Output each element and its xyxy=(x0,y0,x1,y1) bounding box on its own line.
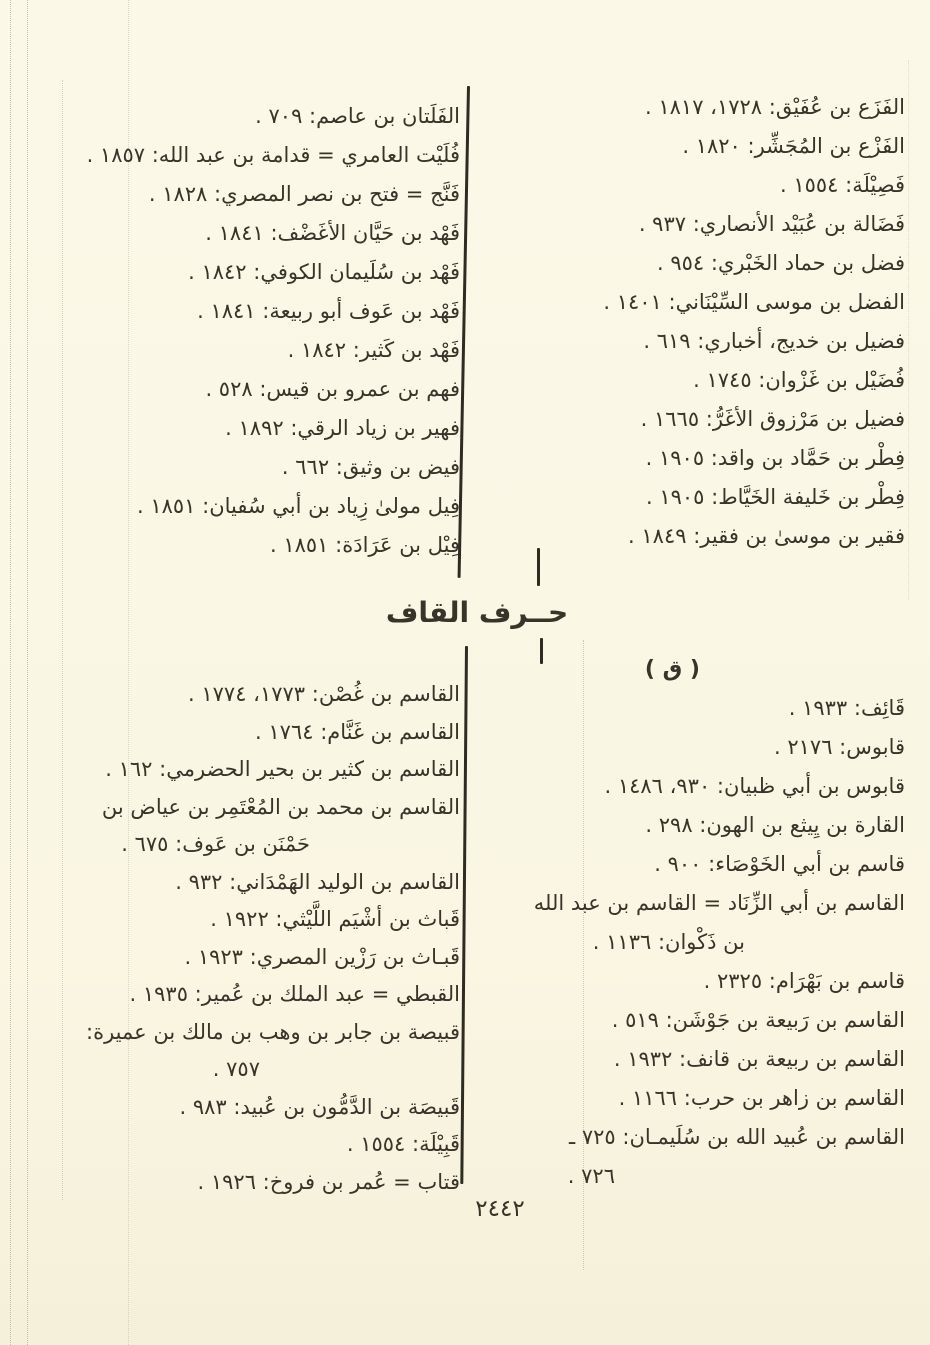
index-entry: فهير بن زياد الرقي: ١٨٩٢ . xyxy=(225,416,460,440)
qaf-section-left-column: القاسم بن غُصْن: ١٧٧٣، ١٧٧٤ . القاسم بن غ… xyxy=(8,676,460,1201)
index-entry: فَصِيْلَة: ١٥٥٤ . xyxy=(779,173,905,197)
index-entry: فِيل مولىٰ زِياد بن أبي سُفيان: ١٨٥١ . xyxy=(136,494,460,518)
index-entry: فَهْد بن حَيَّان الأغَضْف: ١٨٤١ . xyxy=(205,221,460,245)
chapter-heading-qaf: حــرف القاف xyxy=(385,596,569,629)
index-entry: القاسم بن عُبيد الله بن سُلَيمـان: ٧٢٥ ـ xyxy=(569,1125,905,1149)
index-entry: القاسم بن زاهر بن حرب: ١١٦٦ . xyxy=(618,1086,905,1110)
index-entry: فَهْد بن عَوف أبو ربيعة: ١٨٤١ . xyxy=(197,299,460,323)
index-entry: الفَزَع بن عُفَيْق: ١٧٢٨، ١٨١٧ . xyxy=(645,95,905,119)
index-entry: ٧٢٦ . xyxy=(567,1164,615,1188)
index-entry: الفَزْع بن المُجَشِّر: ١٨٢٠ . xyxy=(682,134,905,158)
index-entry: قتاب = عُمر بن فروخ: ١٩٢٦ . xyxy=(197,1169,461,1194)
page-number: ٢٤٤٢ xyxy=(475,1196,525,1222)
qaf-right-entries: قَائِف: ١٩٣٣ . قابوس: ٢١٧٦ . قابوس بن أبي … xyxy=(490,689,905,1196)
index-entry: فيض بن وثيق: ٦٦٢ . xyxy=(281,455,460,479)
index-entry: قَبـاث بن رَزْين المصري: ١٩٢٣ . xyxy=(184,944,460,969)
index-entry: فُضَيْل بن غَزْوان: ١٧٤٥ . xyxy=(693,368,905,392)
index-entry: قَبيصَة بن الدَّمُّون بن عُبيد: ٩٨٣ . xyxy=(179,1094,461,1119)
divider-tick-below-heading xyxy=(540,638,543,664)
index-entry: ٧٥٧ . xyxy=(212,1057,260,1081)
index-entry: فهم بن عمرو بن قيس: ٥٢٨ . xyxy=(205,377,460,401)
index-entry: قَائِف: ١٩٣٣ . xyxy=(788,696,905,720)
index-entry: قابوس بن أبي ظبيان: ٩٣٠، ١٤٨٦ . xyxy=(604,774,905,798)
index-entry: قابوس: ٢١٧٦ . xyxy=(774,735,905,759)
index-entry: القبطي = عبد الملك بن عُمير: ١٩٣٥ . xyxy=(129,982,460,1006)
index-entry: فَهْد بن سُلَيمان الكوفي: ١٨٤٢ . xyxy=(188,260,460,284)
index-entry: القاسم بن غَنَّام: ١٧٦٤ . xyxy=(255,719,460,744)
index-entry: قاسم بن بَهْرَام: ٢٣٢٥ . xyxy=(703,969,905,993)
fa-section-left-column: الفَلَتان بن عاصم: ٧٠٩ . فُلَيْت العامري … xyxy=(8,97,460,565)
index-entry: فِطْر بن خَليفة الخَيَّاط: ١٩٠٥ . xyxy=(645,485,905,509)
index-entry: الفَلَتان بن عاصم: ٧٠٩ . xyxy=(255,104,460,128)
index-entry: قَباث بن أشْيَم اللَّيْثي: ١٩٢٢ . xyxy=(210,907,460,931)
index-entry: فَضَالة بن عُبَيْد الأنصاري: ٩٣٧ . xyxy=(638,212,905,236)
qaf-letter-subheading: ( ق ) xyxy=(644,657,700,682)
index-entry: القاسم بن محمد بن المُعْتَمِر بن عياض بن xyxy=(101,794,460,819)
index-entry: الفضل بن موسى السِّيْنَاني: ١٤٠١ . xyxy=(603,290,905,314)
index-entry: القاسم بن الوليد الهَمْدَاني: ٩٣٢ . xyxy=(175,869,460,894)
index-entry: فقير بن موسىٰ بن فقير: ١٨٤٩ . xyxy=(628,524,905,548)
index-entry: فضيل بن مَرْزوق الأغَرُّ: ١٦٦٥ . xyxy=(640,407,905,431)
index-entry: قَبِيْلَة: ١٥٥٤ . xyxy=(346,1132,460,1156)
index-entry: فُلَيْت العامري = قدامة بن عبد الله: ١٨٥… xyxy=(86,143,460,167)
divider-tick-above-heading xyxy=(537,548,540,586)
index-entry: قاسم بن أبي الخَوْصَاء: ٩٠٠ . xyxy=(654,852,905,876)
index-entry: القاسم بن أبي الزِّنَاد = القاسم بن عبد … xyxy=(533,891,905,915)
index-entry: القاسم بن كثير بن بحير الحضرمي: ١٦٢ . xyxy=(105,757,460,781)
index-entry: فَنَّج = فتح بن نصر المصري: ١٨٢٨ . xyxy=(148,182,460,206)
index-entry: القاسم بن رَبيعة بن جَوْشَن: ٥١٩ . xyxy=(611,1008,905,1032)
qaf-section-right-column: ( ق ) قَائِف: ١٩٣٣ . قابوس: ٢١٧٦ . قابوس ب… xyxy=(490,650,905,1196)
index-entry: حَمْنَن بن عَوف: ٦٧٥ . xyxy=(121,832,310,856)
fa-section-right-column: الفَزَع بن عُفَيْق: ١٧٢٨، ١٨١٧ . الفَزْع … xyxy=(490,88,905,556)
scan-artifact-line xyxy=(908,60,909,600)
column-divider-qaf-section xyxy=(460,645,468,1184)
index-entry: القارة بن يِيثع بن الهون: ٢٩٨ . xyxy=(645,813,905,837)
index-entry: فضيل بن خديج، أخباري: ٦١٩ . xyxy=(643,329,905,353)
index-entry: القاسم بن ربيعة بن قانف: ١٩٣٢ . xyxy=(613,1047,905,1071)
index-entry: فَهْد بن كَثير: ١٨٤٢ . xyxy=(287,338,460,362)
index-entry: القاسم بن غُصْن: ١٧٧٣، ١٧٧٤ . xyxy=(188,682,460,706)
index-entry: فضل بن حماد الخَبْري: ٩٥٤ . xyxy=(657,251,905,275)
index-entry: فِطْر بن حَمَّاد بن واقد: ١٩٠٥ . xyxy=(645,446,905,470)
index-entry: فِيْل بن عَرَادَة: ١٨٥١ . xyxy=(269,533,460,557)
index-entry: بن ذَكْوان: ١١٣٦ . xyxy=(592,930,745,954)
index-entry: قبيصة بن جابر بن وهب بن مالك بن عميرة: xyxy=(86,1019,460,1044)
